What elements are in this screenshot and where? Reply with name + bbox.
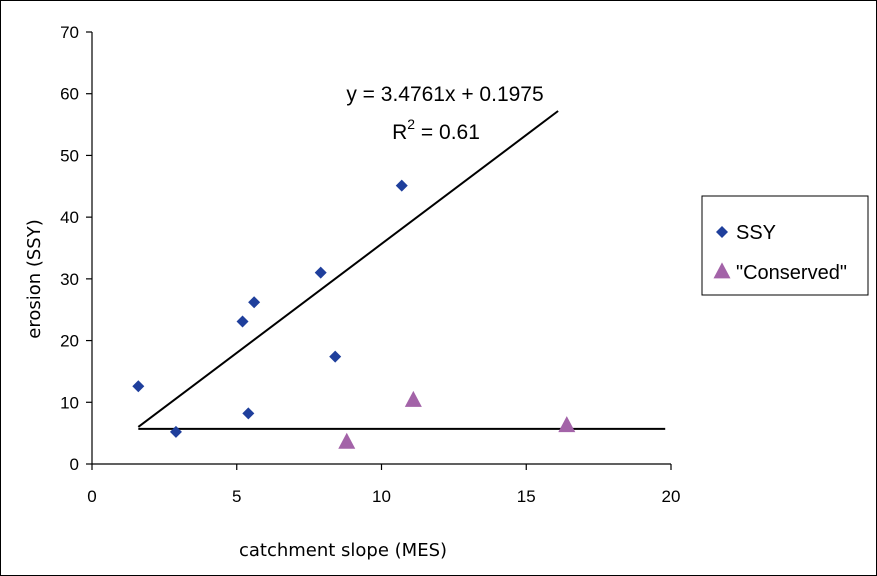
conserved-point xyxy=(338,432,356,449)
legend: SSY "Conserved" xyxy=(701,195,869,296)
y-ticks: 0 10 20 30 40 50 60 70 xyxy=(60,23,92,474)
y-tick-label: 40 xyxy=(60,208,79,227)
y-tick-label: 50 xyxy=(60,146,79,165)
ssy-point xyxy=(169,425,182,438)
legend-label-ssy: SSY xyxy=(736,222,776,244)
y-tick-label: 70 xyxy=(60,23,79,42)
y-tick-label: 30 xyxy=(60,270,79,289)
ssy-point xyxy=(395,179,408,192)
legend-box xyxy=(701,195,869,296)
conserved-point xyxy=(558,416,576,433)
x-tick-label: 10 xyxy=(372,487,391,506)
ssy-point xyxy=(248,296,261,309)
r-squared-prefix: R xyxy=(392,121,407,144)
r-squared-label: R2 = 0.61 xyxy=(392,116,480,144)
y-tick-label: 60 xyxy=(60,85,79,104)
conserved-point xyxy=(404,390,422,407)
y-axis-title: erosion (SSY) xyxy=(24,219,45,339)
data-points xyxy=(132,179,576,449)
x-tick-label: 15 xyxy=(517,487,536,506)
x-axis-title: catchment slope (MES) xyxy=(239,540,447,561)
ssy-point xyxy=(329,350,342,363)
y-tick-label: 10 xyxy=(60,393,79,412)
legend-label-conserved: "Conserved" xyxy=(736,262,847,284)
x-tick-label: 5 xyxy=(232,487,241,506)
trendline-ssy xyxy=(137,110,559,428)
ssy-point xyxy=(242,407,255,420)
x-tick-label: 20 xyxy=(662,487,681,506)
x-tick-label: 0 xyxy=(87,487,96,506)
legend-marker-ssy xyxy=(716,226,728,238)
trendlines xyxy=(137,110,666,430)
y-tick-label: 20 xyxy=(60,332,79,351)
y-tick-label: 0 xyxy=(70,455,79,474)
ssy-point xyxy=(314,266,327,279)
ssy-point xyxy=(132,380,145,393)
x-ticks: 0 5 10 15 20 xyxy=(87,464,680,506)
ssy-point xyxy=(236,315,249,328)
r-squared-value: = 0.61 xyxy=(415,121,480,144)
legend-marker-conserved xyxy=(713,262,731,279)
r-squared-superscript: 2 xyxy=(407,116,415,132)
trendline-equation: y = 3.4761x + 0.1975 xyxy=(346,83,543,106)
